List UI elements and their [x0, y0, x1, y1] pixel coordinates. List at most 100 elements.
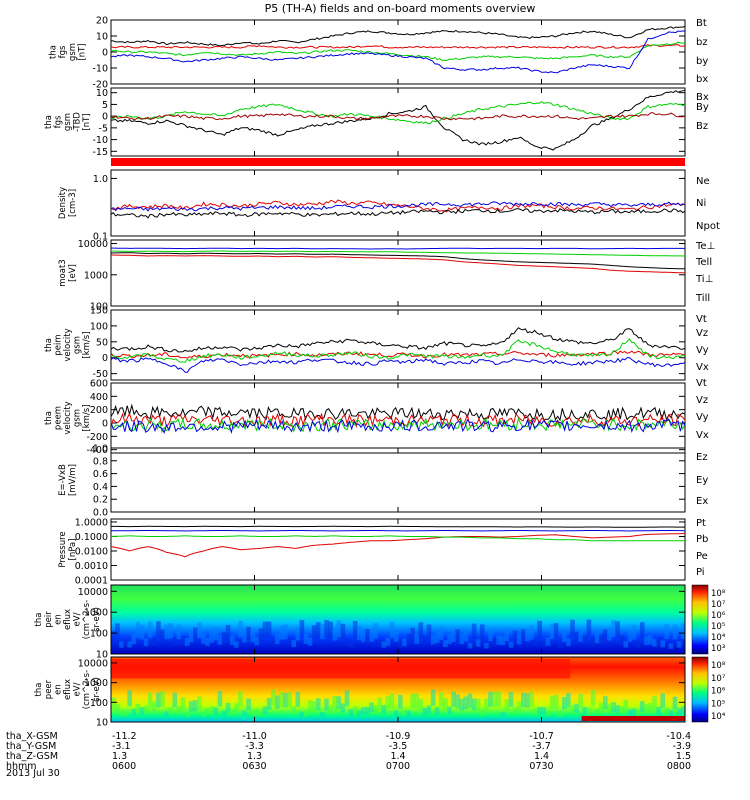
- x-axis-value: 0630: [242, 761, 266, 772]
- y-tick-label: 0.0010: [75, 561, 108, 572]
- heatmap-cell: [147, 621, 153, 638]
- y-axis-label: (cm^2-s-: [82, 600, 92, 639]
- y-tick-label: 0.0: [93, 508, 108, 519]
- heatmap-cell: [533, 638, 538, 647]
- heatmap-cell: [348, 709, 354, 716]
- legend-Pb: Pb: [696, 534, 708, 545]
- heatmap-cell: [147, 692, 153, 708]
- colorbar-tick-label: 10⁸: [711, 589, 726, 599]
- x-axis-row-label: tha_Y-GSM: [6, 741, 56, 752]
- heatmap-cell: [492, 692, 497, 708]
- heatmap-cell: [639, 622, 645, 639]
- heatmap-cell: [582, 635, 588, 645]
- heatmap-cell: [414, 634, 419, 645]
- y-axis-label: [cm-3]: [68, 189, 78, 217]
- y-tick-label: 1.0000: [75, 517, 108, 528]
- heatmap-cell: [217, 690, 223, 707]
- heatmap-cell: [541, 706, 547, 715]
- heatmap-cell: [668, 643, 674, 649]
- legend-Ne: Ne: [696, 176, 710, 187]
- legend-Ex: Ex: [696, 496, 708, 507]
- heatmap-cell: [500, 636, 506, 646]
- series-line-Pt: [110, 525, 685, 528]
- y-axis-label: eflux: [63, 609, 73, 630]
- heatmap-cell: [660, 693, 665, 708]
- heatmap-cell: [316, 622, 321, 639]
- legend-by: by: [696, 56, 708, 67]
- heatmap-cell: [221, 632, 227, 644]
- heatmap-cell: [598, 702, 604, 713]
- y-axis-label: fgs: [53, 115, 63, 128]
- colorbar-tick-label: 10⁵: [711, 622, 725, 632]
- heatmap-cell: [135, 703, 141, 713]
- y-tick-label: 0.1: [93, 232, 108, 243]
- x-axis-value: 0800: [667, 761, 691, 772]
- heatmap-cell: [422, 635, 428, 645]
- y-tick-label: 600: [90, 379, 108, 390]
- heatmap-cell: [521, 692, 526, 708]
- x-axis-value: 1.5: [676, 751, 691, 762]
- y-axis-label: tha: [44, 411, 54, 425]
- heatmap-cell: [254, 636, 260, 646]
- y-tick-label: 10: [96, 32, 108, 43]
- heatmap-cell: [443, 698, 448, 711]
- colorbar-tick-label: 10⁴: [711, 712, 726, 722]
- legend-Pi: Pi: [696, 567, 705, 578]
- y-axis-label: [nT]: [77, 43, 87, 60]
- heatmap-cell: [406, 710, 411, 717]
- series-line-Vx: [110, 357, 686, 373]
- y-tick-label: 1000: [84, 270, 108, 281]
- series-line-Vt: [110, 403, 686, 422]
- series-line-Ti⊥: [110, 247, 685, 250]
- heatmap-cell: [508, 691, 514, 707]
- y-tick-label: 0: [102, 112, 108, 123]
- heatmap-cell: [516, 634, 522, 645]
- x-axis-value: 1.3: [247, 751, 262, 762]
- heatmap-cell: [484, 642, 489, 649]
- y-axis-label: sr-eV): [92, 677, 102, 702]
- y-tick-label: 0: [102, 48, 108, 59]
- panel-p1: 20 10 0 -10 -20 tha fgs gsm [nT] Bt bz by bx: [49, 16, 709, 91]
- heatmap-cell: [303, 633, 309, 644]
- colorbar-scale: [691, 584, 709, 655]
- y-axis-label: tha: [44, 338, 54, 352]
- heatmap-cell: [283, 624, 288, 640]
- x-axis-value: -10.7: [529, 731, 554, 742]
- y-axis-label: [km/s]: [82, 404, 92, 431]
- heatmap-cell: [562, 630, 567, 643]
- heatmap-cell: [549, 695, 555, 709]
- heatmap-cell: [418, 622, 424, 639]
- y-tick-label: -10: [92, 135, 108, 146]
- heatmap-cell: [545, 637, 551, 646]
- y-axis-label: velocity: [63, 328, 73, 361]
- x-axis-value: -3.5: [389, 741, 408, 752]
- heatmap-cell: [111, 697, 116, 710]
- y-axis-label: gsm: [73, 409, 83, 427]
- heatmap-cell: [557, 641, 563, 648]
- y-tick-label: 50: [96, 337, 108, 348]
- colorbar: 10⁸ 10⁷ 10⁶ 10⁵ 10⁴: [691, 656, 726, 723]
- series-line-Vy: [110, 417, 686, 434]
- heatmap-cell: [180, 697, 186, 710]
- legend-Vy: Vy: [696, 412, 709, 423]
- y-axis-label: [eV]: [68, 264, 78, 282]
- heatmap-cell: [172, 692, 178, 708]
- heatmap-cell: [656, 637, 661, 646]
- heatmap-cell: [393, 710, 399, 717]
- y-tick-label: 0.4: [93, 482, 108, 493]
- heatmap-cell: [168, 707, 173, 715]
- heatmap-cell: [209, 631, 214, 643]
- heatmap-cell: [389, 693, 395, 708]
- heatmap-cell: [574, 631, 579, 643]
- heatmap-cell: [426, 705, 432, 714]
- y-tick-label: -5: [99, 123, 108, 134]
- y-tick-label: 10: [96, 88, 108, 99]
- series-line-Vt: [110, 327, 686, 353]
- legend-Ni: Ni: [696, 198, 706, 209]
- heatmap-cell: [316, 698, 321, 711]
- heatmap-cell: [545, 709, 551, 716]
- heatmap-cell: [205, 708, 210, 716]
- heatmap-cell: [480, 710, 485, 717]
- heatmap-cell: [340, 703, 346, 713]
- heatmap-cell: [336, 696, 342, 710]
